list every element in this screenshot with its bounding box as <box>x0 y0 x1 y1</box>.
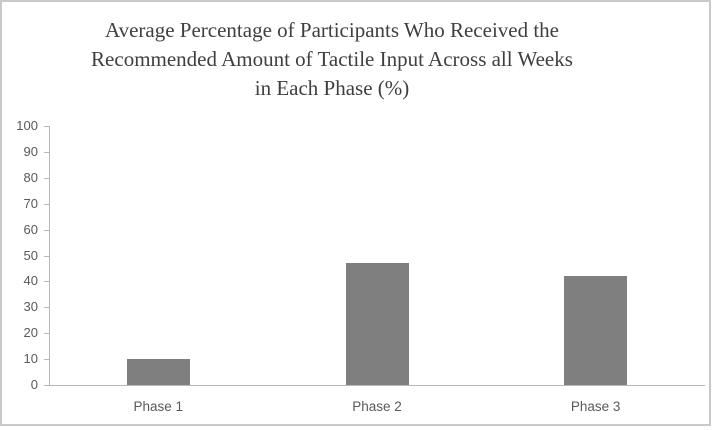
y-tick-mark <box>44 177 49 179</box>
y-tick-label: 90 <box>23 143 38 159</box>
y-tick-label: 10 <box>23 351 38 367</box>
x-axis-line <box>49 385 705 386</box>
y-tick-mark <box>44 151 49 153</box>
chart-title-line-3: in Each Phase (%) <box>254 76 410 100</box>
bar-phase-3 <box>564 276 628 385</box>
y-tick-label: 20 <box>23 325 38 341</box>
y-tick-mark <box>44 126 49 127</box>
y-tick-mark <box>44 385 49 386</box>
y-tick-label: 100 <box>16 118 38 133</box>
y-tick-label: 30 <box>23 299 38 315</box>
plot-area: 0 10 20 30 40 50 60 70 80 90 100 Phase 1 Phase 2 Phas… <box>2 2 709 424</box>
bar-phase-1 <box>126 359 190 385</box>
chart-title: Average Percentage of Participants Who R… <box>2 16 662 103</box>
y-tick-label: 40 <box>23 273 38 289</box>
chart-title-line-2: Recommended Amount of Tactile Input Acro… <box>91 47 573 71</box>
chart-title-line-1: Average Percentage of Participants Who R… <box>104 18 560 42</box>
y-tick-mark <box>44 307 49 309</box>
y-tick-mark <box>44 229 49 231</box>
y-tick-label: 0 <box>30 377 38 392</box>
x-axis-label-phase-1: Phase 1 <box>133 399 184 414</box>
y-tick-mark <box>44 359 49 361</box>
y-tick-mark <box>44 255 49 257</box>
x-axis-label-phase-2: Phase 2 <box>352 399 402 414</box>
y-tick-mark <box>44 281 49 283</box>
x-axis-label-phase-3: Phase 3 <box>570 399 621 414</box>
y-tick-label: 80 <box>23 169 38 185</box>
y-tick-label: 60 <box>23 221 38 237</box>
y-tick-label: 50 <box>23 247 38 263</box>
bar-phase-2 <box>345 263 409 385</box>
y-tick-label: 70 <box>23 195 38 211</box>
y-axis-line <box>49 126 50 385</box>
y-tick-mark <box>44 203 49 205</box>
y-tick-mark <box>44 333 49 335</box>
